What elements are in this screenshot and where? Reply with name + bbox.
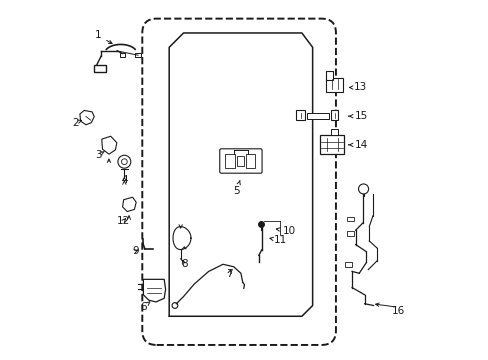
Bar	[236, 156, 244, 166]
Text: 10: 10	[276, 226, 295, 236]
Text: 13: 13	[349, 82, 366, 93]
Polygon shape	[80, 111, 94, 125]
Text: 5: 5	[233, 180, 240, 196]
Text: 12: 12	[117, 216, 130, 226]
Bar	[120, 53, 124, 57]
Text: 16: 16	[391, 306, 405, 316]
Polygon shape	[122, 197, 136, 212]
Text: 1: 1	[95, 31, 112, 44]
Polygon shape	[102, 136, 117, 154]
Text: 9: 9	[132, 246, 139, 256]
Text: 14: 14	[348, 140, 367, 150]
Text: 3: 3	[95, 150, 104, 160]
Bar	[319, 135, 344, 154]
Bar	[325, 78, 343, 92]
Text: 7: 7	[225, 269, 232, 279]
Bar	[306, 113, 328, 119]
Bar	[346, 231, 353, 235]
Bar	[246, 154, 255, 168]
Text: 6: 6	[140, 302, 149, 312]
Polygon shape	[143, 279, 165, 302]
Text: 11: 11	[269, 235, 286, 245]
Text: 4: 4	[121, 175, 127, 185]
Text: 2: 2	[72, 118, 81, 128]
Bar	[224, 154, 234, 168]
Bar	[135, 53, 140, 57]
Bar	[330, 111, 338, 121]
Bar	[344, 262, 351, 267]
Bar	[94, 65, 106, 72]
Text: 8: 8	[181, 259, 187, 269]
Bar	[296, 111, 305, 121]
Bar	[330, 129, 337, 135]
Bar	[325, 71, 332, 80]
FancyBboxPatch shape	[219, 149, 262, 173]
Bar	[346, 217, 353, 221]
Text: 15: 15	[348, 111, 367, 121]
